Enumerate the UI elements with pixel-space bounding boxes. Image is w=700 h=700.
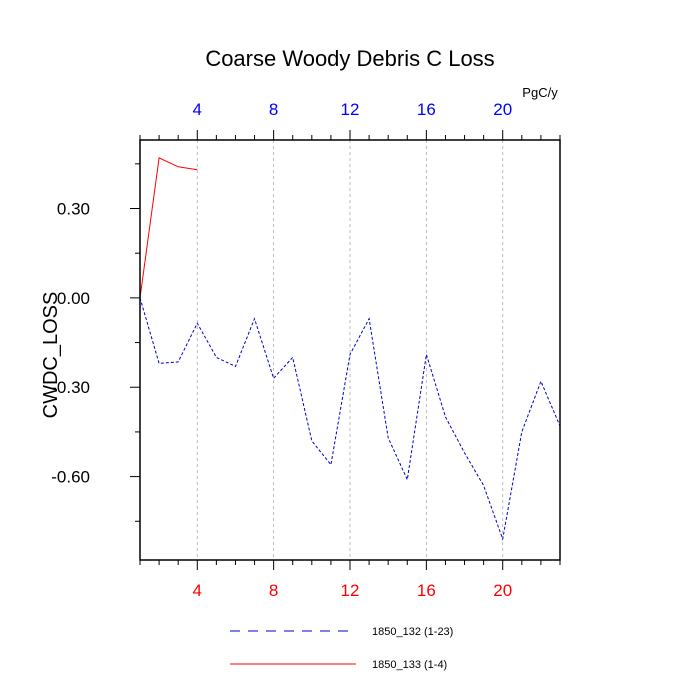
y-tick-label: 0.30 xyxy=(57,200,90,219)
axis-ticks xyxy=(130,130,561,570)
y-tick-label: -0.60 xyxy=(51,468,90,487)
series-line-2 xyxy=(140,157,198,298)
x-tick-label-bottom: 4 xyxy=(193,581,202,600)
plot-frame xyxy=(139,139,561,561)
chart-title: Coarse Woody Debris C Loss xyxy=(205,46,494,71)
series-layer xyxy=(140,157,560,542)
x-tick-label-bottom: 12 xyxy=(341,581,360,600)
x-tick-label-bottom: 20 xyxy=(493,581,512,600)
legend-label-2: 1850_133 (1-4) xyxy=(372,659,447,671)
y-tick-label: 0.00 xyxy=(57,289,90,308)
units-label: PgC/y xyxy=(522,85,558,100)
gridlines xyxy=(196,140,504,560)
x-tick-label-top: 8 xyxy=(269,100,278,119)
x-tick-label-top: 4 xyxy=(193,100,202,119)
tick-labels: 4 4 8 8 12 12 16 16 20 20 0.30 0.00 -0.30 -0.60 xyxy=(51,100,512,600)
x-tick-label-top: 20 xyxy=(493,100,512,119)
y-axis-label: CWDC_LOSS xyxy=(40,292,62,419)
y-tick-label: -0.30 xyxy=(51,378,90,397)
x-tick-label-bottom: 16 xyxy=(417,581,436,600)
x-tick-label-top: 16 xyxy=(417,100,436,119)
x-tick-label-bottom: 8 xyxy=(269,581,278,600)
series-line-1 xyxy=(140,297,560,542)
legend: 1850_132 (1-23) 1850_133 (1-4) xyxy=(230,626,453,671)
x-tick-label-top: 12 xyxy=(341,100,360,119)
legend-label-1: 1850_132 (1-23) xyxy=(372,626,453,638)
